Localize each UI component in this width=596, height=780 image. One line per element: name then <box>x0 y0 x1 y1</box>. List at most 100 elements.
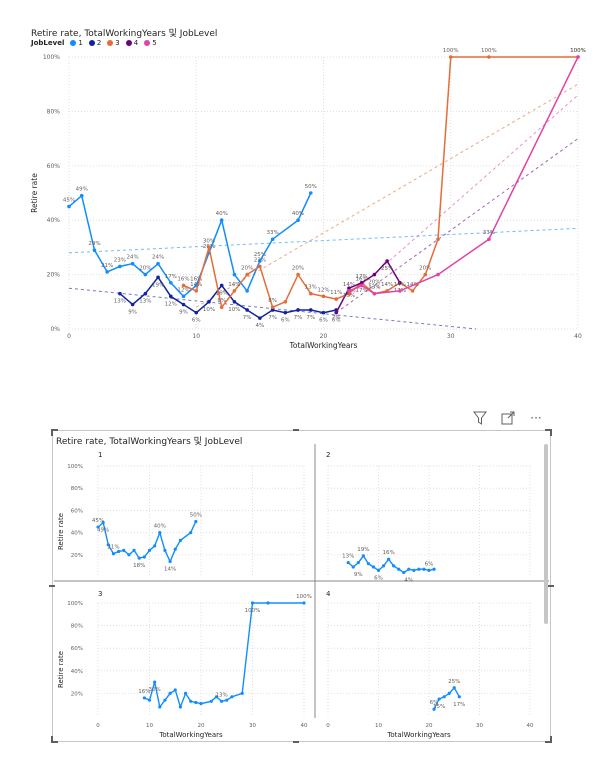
data-point-1 <box>105 270 109 274</box>
data-label-3: 30% <box>203 238 215 244</box>
data-point-3 <box>410 289 415 293</box>
data-point-2 <box>156 275 160 280</box>
data-point-1 <box>296 218 300 222</box>
data-label-1: 45% <box>63 198 75 204</box>
data-label-5: 14% <box>394 282 406 288</box>
data-point-3 <box>181 283 186 288</box>
data-point-1 <box>258 259 262 263</box>
data-point-3 <box>423 272 428 277</box>
small-multiples-visual[interactable] <box>52 430 551 742</box>
legend-label-2: 2 <box>96 39 102 47</box>
data-label-2: 12% <box>165 301 177 307</box>
data-point-3 <box>347 291 351 296</box>
data-point-2 <box>245 308 249 312</box>
data-point-5 <box>372 291 377 296</box>
data-point-1 <box>232 272 237 277</box>
data-point-1 <box>143 272 148 277</box>
x-tick-label: 0 <box>67 333 71 340</box>
x-axis-title: TotalWorkingYears <box>289 341 358 350</box>
data-point-1 <box>181 294 186 299</box>
trend-line-3 <box>195 83 579 308</box>
data-label-2: 7% <box>294 315 303 321</box>
data-point-2 <box>194 310 199 315</box>
data-label-2: 16% <box>216 290 228 296</box>
data-point-3 <box>321 294 326 299</box>
legend-marker-2 <box>88 40 95 46</box>
data-label-3: 14% <box>190 282 202 288</box>
data-point-1 <box>308 191 313 195</box>
data-point-1 <box>118 264 122 269</box>
data-point-2 <box>169 294 173 299</box>
filter-icon[interactable] <box>472 410 488 426</box>
data-point-1 <box>156 261 160 266</box>
legend-label-1: 1 <box>78 39 83 47</box>
data-label-2: 7% <box>332 315 341 321</box>
data-label-2: 19% <box>152 282 164 288</box>
data-point-5 <box>359 283 364 288</box>
data-point-4 <box>347 286 351 291</box>
data-label-1: 25% <box>254 252 266 258</box>
data-label-5: 33% <box>483 230 495 236</box>
focus-mode-icon[interactable] <box>500 410 516 426</box>
top-line-chart: 0% 20% 40% 60% 80% 100% 0 10 20 30 40 TotalWorkingY… <box>30 48 586 350</box>
data-point-1 <box>92 248 97 252</box>
data-point-5 <box>347 289 351 293</box>
data-label-2: 13% <box>114 299 126 305</box>
data-label-2: 6% <box>281 318 290 324</box>
data-label-2: 10% <box>203 307 215 313</box>
y-tick-label: 0% <box>50 326 60 333</box>
data-label-2: 13% <box>139 299 151 305</box>
legend-label-4: 4 <box>133 39 139 47</box>
data-point-5 <box>436 272 440 277</box>
data-label-3: 14% <box>381 282 393 288</box>
data-point-2 <box>321 310 326 315</box>
data-point-3 <box>283 300 288 304</box>
legend-item-4[interactable]: 4 <box>125 39 139 47</box>
x-tick-label: 20 <box>320 333 328 340</box>
data-point-3 <box>245 272 249 277</box>
legend-item-3[interactable]: 3 <box>107 39 120 47</box>
data-label-3: 100% <box>481 48 497 54</box>
data-point-2 <box>270 308 275 312</box>
data-label-2: 4% <box>256 323 265 329</box>
data-label-3: 23% <box>254 257 266 263</box>
data-label-4: 20% <box>368 280 380 286</box>
x-tick-label: 10 <box>192 333 200 340</box>
data-point-2 <box>308 308 313 312</box>
data-point-3 <box>194 289 199 293</box>
data-point-4 <box>385 259 389 263</box>
legend-item-1[interactable]: 1 <box>70 39 83 47</box>
data-point-1 <box>219 218 224 222</box>
data-label-1: 24% <box>152 255 164 261</box>
data-label-1: 29% <box>88 241 100 247</box>
data-point-1 <box>245 289 249 293</box>
data-label-3: 13% <box>368 285 380 291</box>
data-label-4: 15% <box>343 293 355 299</box>
more-options-icon[interactable]: ··· <box>530 411 542 425</box>
data-point-5 <box>398 289 402 293</box>
data-point-5 <box>487 237 491 242</box>
data-label-3: 20% <box>292 266 304 272</box>
data-label-3: 8% <box>217 298 226 304</box>
data-label-1: 49% <box>76 187 88 193</box>
data-label-1: 20% <box>139 266 151 272</box>
data-point-2 <box>143 291 148 296</box>
data-label-3: 14% <box>228 282 240 288</box>
data-label-2: 9% <box>179 310 188 316</box>
data-point-3 <box>308 291 313 296</box>
data-label-3: 13% <box>305 285 317 291</box>
data-point-3 <box>487 55 491 59</box>
y-tick-label: 40% <box>47 217 61 224</box>
x-tick-label: 40 <box>574 333 582 340</box>
data-label-3: 100% <box>570 48 586 54</box>
legend-item-5[interactable]: 5 <box>144 39 157 47</box>
data-label-1: 16% <box>190 276 202 282</box>
data-point-2 <box>283 310 288 315</box>
data-label-1: 50% <box>305 184 317 190</box>
legend-item-2[interactable]: 2 <box>88 39 102 47</box>
data-label-3: 16% <box>177 276 189 282</box>
data-point-3 <box>436 237 440 242</box>
data-point-1 <box>79 193 84 198</box>
data-label-1: 40% <box>292 211 304 217</box>
data-point-3 <box>296 272 300 277</box>
